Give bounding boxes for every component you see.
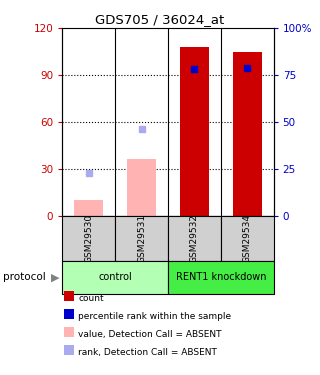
Text: GSM29534: GSM29534 <box>243 214 252 262</box>
Text: RENT1 knockdown: RENT1 knockdown <box>176 273 266 282</box>
Text: count: count <box>78 294 104 303</box>
Text: GDS705 / 36024_at: GDS705 / 36024_at <box>95 13 225 26</box>
Bar <box>233 52 262 216</box>
Text: control: control <box>98 273 132 282</box>
Bar <box>168 216 221 261</box>
Text: rank, Detection Call = ABSENT: rank, Detection Call = ABSENT <box>78 348 217 357</box>
Bar <box>74 200 103 216</box>
Bar <box>115 216 168 261</box>
Text: ▶: ▶ <box>51 273 59 282</box>
Bar <box>168 261 274 294</box>
Bar <box>221 216 274 261</box>
Text: GSM29532: GSM29532 <box>190 214 199 262</box>
Text: value, Detection Call = ABSENT: value, Detection Call = ABSENT <box>78 330 222 339</box>
Text: GSM29531: GSM29531 <box>137 214 146 262</box>
Text: protocol: protocol <box>3 273 46 282</box>
Bar <box>64 309 74 320</box>
Bar <box>64 291 74 302</box>
Bar <box>62 261 168 294</box>
Bar <box>62 216 115 261</box>
Bar <box>127 159 156 216</box>
Bar <box>64 327 74 338</box>
Text: percentile rank within the sample: percentile rank within the sample <box>78 312 232 321</box>
Text: GSM29530: GSM29530 <box>84 214 93 262</box>
Bar <box>64 345 74 355</box>
Bar <box>180 47 209 216</box>
